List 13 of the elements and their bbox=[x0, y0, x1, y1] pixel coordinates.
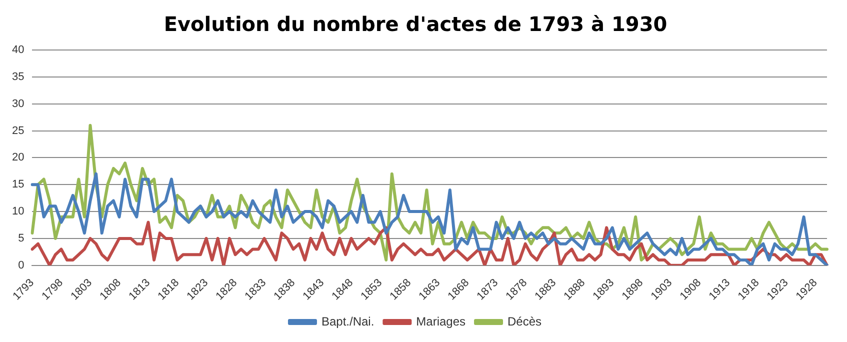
y-tick-label: 10 bbox=[12, 206, 24, 218]
y-tick-label: 35 bbox=[12, 70, 24, 83]
y-tick-label: 25 bbox=[12, 124, 24, 137]
legend-label: Bapt./Nai. bbox=[321, 314, 374, 328]
legend-label: Décès bbox=[508, 314, 542, 328]
y-tick-label: 0 bbox=[18, 259, 24, 272]
legend-label: Mariages bbox=[416, 314, 466, 328]
y-tick-label: 5 bbox=[18, 232, 24, 244]
chart-title: Evolution du nombre d'actes de 1793 à 1930 bbox=[164, 12, 668, 36]
y-tick-label: 30 bbox=[12, 98, 24, 110]
y-tick-label: 40 bbox=[12, 44, 24, 56]
y-tick-label: 20 bbox=[12, 152, 24, 164]
y-tick-label: 15 bbox=[12, 178, 24, 191]
